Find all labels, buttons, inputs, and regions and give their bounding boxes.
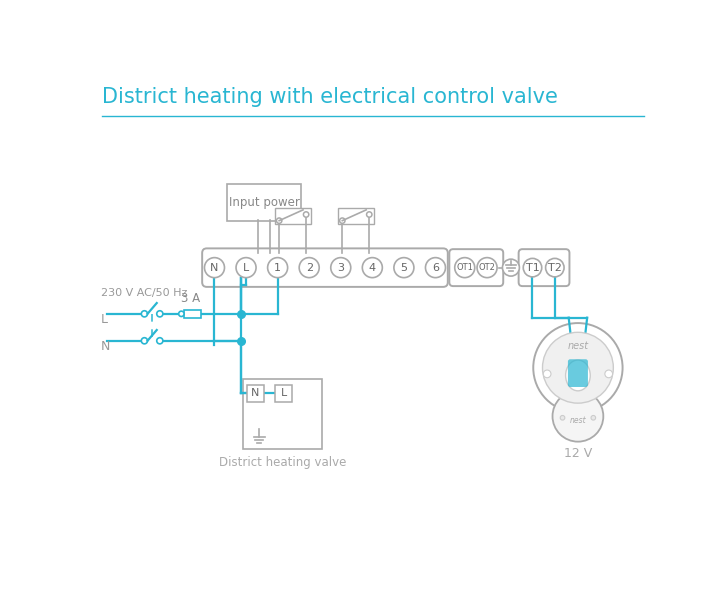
FancyBboxPatch shape xyxy=(184,310,201,318)
Circle shape xyxy=(605,370,612,378)
Circle shape xyxy=(205,258,224,277)
FancyBboxPatch shape xyxy=(518,249,569,286)
Circle shape xyxy=(542,332,614,403)
Text: nest: nest xyxy=(569,416,586,425)
Text: N: N xyxy=(210,263,218,273)
Text: 230 V AC/50 Hz: 230 V AC/50 Hz xyxy=(100,289,187,298)
Circle shape xyxy=(394,258,414,277)
Circle shape xyxy=(502,259,519,276)
Text: 12 V: 12 V xyxy=(563,447,592,460)
Circle shape xyxy=(425,258,446,277)
Circle shape xyxy=(141,311,148,317)
Circle shape xyxy=(591,415,596,420)
Text: T1: T1 xyxy=(526,263,539,273)
Text: 6: 6 xyxy=(432,263,439,273)
Text: 5: 5 xyxy=(400,263,408,273)
Circle shape xyxy=(543,370,551,378)
Text: OT2: OT2 xyxy=(478,263,496,272)
Circle shape xyxy=(331,258,351,277)
Text: T2: T2 xyxy=(548,263,562,273)
Ellipse shape xyxy=(566,360,590,391)
FancyBboxPatch shape xyxy=(275,385,292,402)
Text: 1: 1 xyxy=(274,263,281,273)
FancyBboxPatch shape xyxy=(247,385,264,402)
FancyBboxPatch shape xyxy=(338,208,374,224)
Circle shape xyxy=(339,218,345,223)
Text: District heating with electrical control valve: District heating with electrical control… xyxy=(102,87,558,107)
Text: N: N xyxy=(100,340,110,353)
Text: Input power: Input power xyxy=(229,196,300,209)
FancyBboxPatch shape xyxy=(227,185,301,220)
Circle shape xyxy=(268,258,288,277)
Text: 2: 2 xyxy=(306,263,313,273)
Text: District heating valve: District heating valve xyxy=(218,456,346,469)
Text: L: L xyxy=(281,388,287,398)
Text: nest: nest xyxy=(567,341,588,351)
Circle shape xyxy=(553,391,604,442)
Text: L: L xyxy=(100,313,108,326)
Text: 4: 4 xyxy=(369,263,376,273)
Text: 3: 3 xyxy=(337,263,344,273)
Text: L: L xyxy=(243,263,249,273)
Circle shape xyxy=(523,258,542,277)
FancyBboxPatch shape xyxy=(274,208,311,224)
Text: 3 A: 3 A xyxy=(181,292,200,305)
FancyBboxPatch shape xyxy=(243,378,322,449)
Circle shape xyxy=(304,212,309,217)
Circle shape xyxy=(277,218,282,223)
FancyBboxPatch shape xyxy=(568,359,588,387)
Circle shape xyxy=(477,258,497,277)
Circle shape xyxy=(178,311,184,317)
Circle shape xyxy=(157,311,163,317)
Circle shape xyxy=(236,258,256,277)
Text: OT1: OT1 xyxy=(456,263,473,272)
Circle shape xyxy=(534,323,622,412)
Circle shape xyxy=(157,338,163,344)
FancyBboxPatch shape xyxy=(449,249,503,286)
Circle shape xyxy=(363,258,382,277)
FancyBboxPatch shape xyxy=(202,248,448,287)
Circle shape xyxy=(561,415,565,420)
Circle shape xyxy=(367,212,372,217)
Text: N: N xyxy=(251,388,259,398)
Circle shape xyxy=(545,258,564,277)
Circle shape xyxy=(455,258,475,277)
Circle shape xyxy=(141,338,148,344)
Circle shape xyxy=(299,258,319,277)
